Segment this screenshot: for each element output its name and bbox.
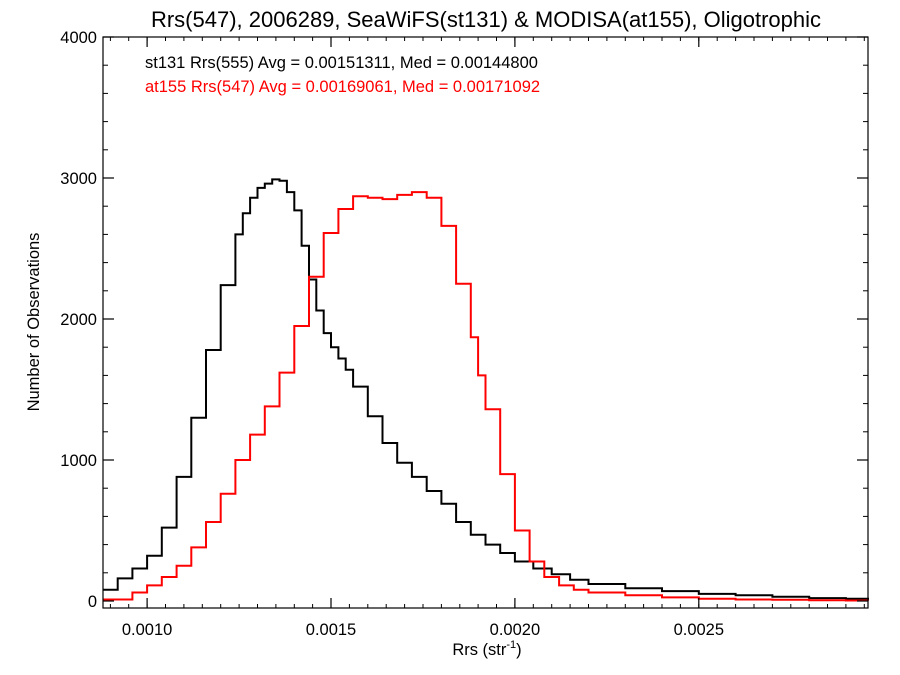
histogram-line-series-0 <box>103 178 869 600</box>
y-tick-label: 0 <box>88 593 97 611</box>
y-tick-label: 3000 <box>60 170 97 188</box>
x-tick-label: 0.0010 <box>122 621 172 639</box>
y-tick-label: 4000 <box>60 29 97 47</box>
legend-entry-at155: at155 Rrs(547) Avg = 0.00169061, Med = 0… <box>145 78 540 96</box>
y-tick-label: 2000 <box>60 311 97 329</box>
histogram-line-series-1 <box>103 191 869 602</box>
legend-entry-st131: st131 Rrs(555) Avg = 0.00151311, Med = 0… <box>145 54 538 72</box>
chart-title: Rrs(547), 2006289, SeaWiFS(st131) & MODI… <box>151 7 821 32</box>
plot-frame <box>102 36 869 609</box>
x-tick-label: 0.0015 <box>306 621 356 639</box>
x-tick-label: 0.0025 <box>674 621 724 639</box>
x-axis-label: Rrs (str-1) <box>452 639 521 659</box>
y-axis-label: Number of Observations <box>25 233 43 412</box>
x-tick-label: 0.0020 <box>490 621 540 639</box>
y-tick-label: 1000 <box>60 452 97 470</box>
